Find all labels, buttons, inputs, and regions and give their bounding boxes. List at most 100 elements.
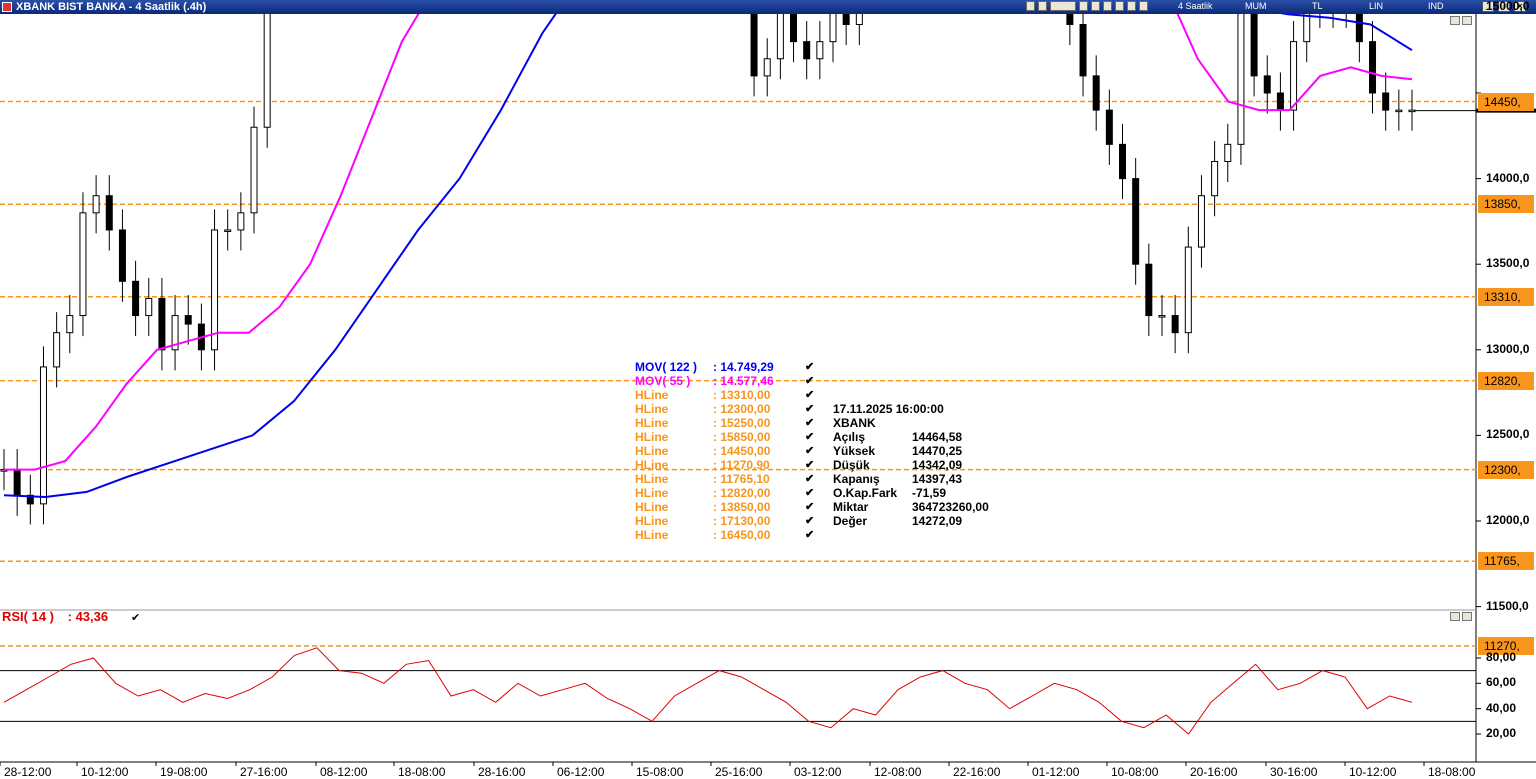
price-candle <box>1290 41 1298 111</box>
period-select[interactable]: 4 Saatlik <box>1178 1 1213 11</box>
check-icon[interactable]: ✔ <box>805 459 815 471</box>
color-icon[interactable] <box>1115 1 1124 11</box>
settings-icon[interactable] <box>1127 1 1136 11</box>
info-symbol: XBANK <box>833 416 876 430</box>
price-candle <box>1119 143 1127 180</box>
price-axis-tick: 11500,0 <box>1486 598 1529 613</box>
price-candle <box>790 14 798 43</box>
check-icon[interactable]: ✔ <box>805 403 815 415</box>
close-icon[interactable]: × <box>1514 1 1526 12</box>
check-icon[interactable]: ✔ <box>805 417 815 429</box>
info-label: Düşük <box>833 458 870 472</box>
info-row: Yüksek 14470,25 <box>833 444 1033 458</box>
check-icon[interactable]: ✔ <box>805 515 815 527</box>
price-candle <box>1184 246 1192 334</box>
minimize-icon[interactable]: _ <box>1482 1 1494 12</box>
draw-icon[interactable] <box>1103 1 1112 11</box>
price-candle <box>145 297 153 317</box>
info-value: 14272,09 <box>912 514 963 528</box>
legend-hline-name: HLine <box>635 458 669 472</box>
app-icon <box>2 2 12 12</box>
info-value: 14464,58 <box>912 430 963 444</box>
restore-icon[interactable]: ▫ <box>1498 1 1510 12</box>
price-candle <box>1158 315 1166 318</box>
check-icon[interactable]: ✔ <box>805 431 815 443</box>
time-axis-tick: 19-08:00 <box>160 765 208 779</box>
info-row: Miktar 364723260,00 <box>833 500 1033 514</box>
mov55-line <box>4 14 1413 471</box>
check-icon[interactable]: ✔ <box>805 389 815 401</box>
template-icon[interactable] <box>1050 1 1076 11</box>
legend-mov122-name: MOV( 122 ) <box>635 360 698 374</box>
check-icon[interactable]: ✔ <box>805 361 815 373</box>
price-candle <box>13 469 21 496</box>
price-candle <box>1276 92 1284 111</box>
time-axis-tick: 15-08:00 <box>636 765 684 779</box>
legend-hline-value: : 17130,00 <box>713 514 771 528</box>
price-candle <box>1250 14 1258 77</box>
currency-select[interactable]: TL <box>1312 1 1323 11</box>
legend-hline-value: : 15850,00 <box>713 430 771 444</box>
price-chart[interactable] <box>0 14 1536 779</box>
legend-hline-name: HLine <box>635 514 669 528</box>
price-candle <box>1066 14 1074 26</box>
price-label-12820: 12820, <box>1478 371 1534 390</box>
chart-style-icon[interactable] <box>1038 1 1047 11</box>
zoom-icon[interactable] <box>1091 1 1100 11</box>
legend-hline-name: HLine <box>635 430 669 444</box>
time-axis-tick: 28-16:00 <box>478 765 526 779</box>
panel-restore-icon[interactable] <box>1450 16 1460 25</box>
rsi-legend: RSI( 14 ) : 43,36 <box>2 609 108 624</box>
check-icon[interactable]: ✔ <box>805 473 815 485</box>
price-candle <box>803 41 811 60</box>
panel-close-icon[interactable] <box>1462 16 1472 25</box>
rsi-close-icon[interactable] <box>1462 612 1472 621</box>
price-candle <box>842 14 850 26</box>
check-icon[interactable]: ✔ <box>805 487 815 499</box>
title-bar: XBANK BIST BANKA - 4 Saatlik (.4h) 4 Saa… <box>0 0 1536 14</box>
time-axis-tick: 20-16:00 <box>1190 765 1238 779</box>
price-panel-buttons <box>1450 16 1472 25</box>
price-candle <box>1132 178 1140 265</box>
price-candle <box>250 126 258 214</box>
legend-hline-value: : 14450,00 <box>713 444 771 458</box>
legend-hline-value: : 11270,90 <box>713 458 770 472</box>
check-icon[interactable]: ✔ <box>131 612 141 624</box>
price-candle <box>763 58 771 77</box>
rsi-restore-icon[interactable] <box>1450 612 1460 621</box>
print-icon[interactable] <box>1026 1 1035 11</box>
legend-hline-name: HLine <box>635 500 669 514</box>
price-candle <box>1171 315 1179 334</box>
period-icon[interactable] <box>1139 1 1148 11</box>
check-icon[interactable]: ✔ <box>805 529 815 541</box>
price-candle <box>211 229 219 351</box>
chart-style-select[interactable]: MUM <box>1245 1 1267 11</box>
time-axis-tick: 18-08:00 <box>1428 765 1476 779</box>
check-icon[interactable]: ✔ <box>805 501 815 513</box>
price-label-11765: 11765, <box>1478 552 1534 571</box>
info-value: -71,59 <box>912 486 947 500</box>
check-icon[interactable]: ✔ <box>805 375 815 387</box>
time-axis-tick: 08-12:00 <box>320 765 368 779</box>
price-candle <box>1224 143 1232 162</box>
check-icon[interactable]: ✔ <box>805 445 815 457</box>
legend-hline-value: : 12300,00 <box>713 402 771 416</box>
price-axis-tick: 13500,0 <box>1486 256 1530 271</box>
legend-mov55-value: : 14.577,46 <box>713 374 774 388</box>
compare-icon[interactable] <box>1079 1 1088 11</box>
price-candle <box>1369 41 1377 94</box>
price-candle <box>1263 75 1271 94</box>
time-axis-tick: 10-12:00 <box>81 765 129 779</box>
price-candle <box>184 315 192 325</box>
info-value: 14397,43 <box>912 472 963 486</box>
rsi-panel-buttons <box>1450 612 1472 621</box>
price-candle <box>237 212 245 231</box>
scale-select[interactable]: LIN <box>1369 1 1384 11</box>
rsi-axis-tick: 40,00 <box>1486 700 1517 715</box>
mode-select[interactable]: IND <box>1428 1 1444 11</box>
time-axis-tick: 27-16:00 <box>240 765 288 779</box>
price-axis-tick: 12000,0 <box>1486 513 1530 527</box>
rsi-legend-name: RSI( 14 ) <box>2 609 55 624</box>
mov122-line <box>3 14 1413 499</box>
price-candle <box>829 14 837 43</box>
